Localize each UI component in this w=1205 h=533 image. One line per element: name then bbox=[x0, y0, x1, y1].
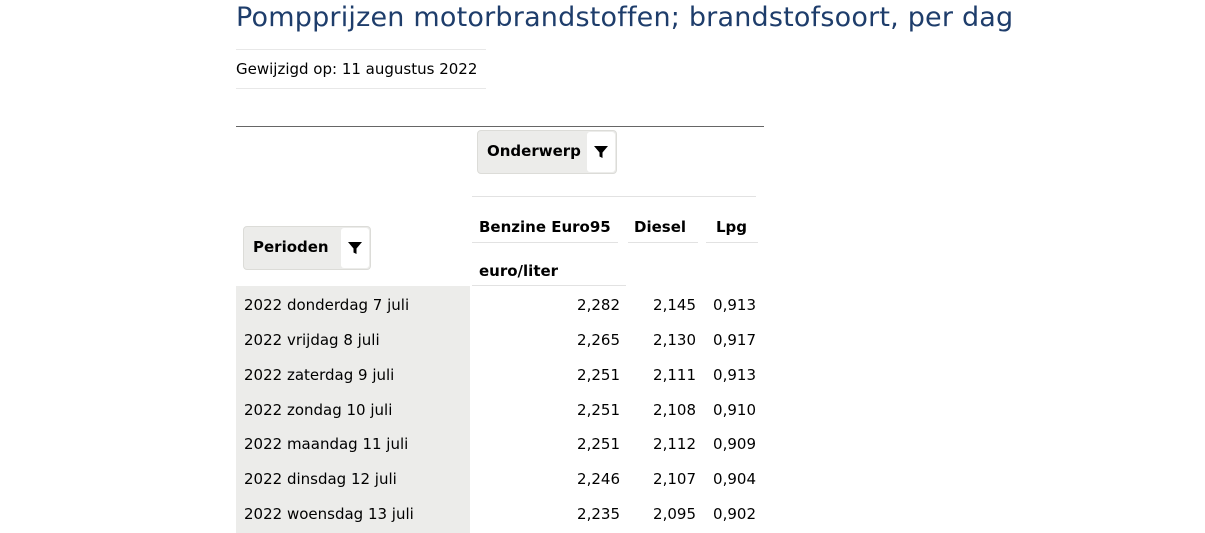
table-top-divider bbox=[236, 126, 764, 127]
row-period: 2022 maandag 11 juli bbox=[244, 435, 409, 453]
cell-benzine: 2,235 bbox=[577, 505, 620, 523]
row-period: 2022 dinsdag 12 juli bbox=[244, 470, 397, 488]
cell-lpg: 0,910 bbox=[713, 401, 756, 419]
cell-benzine: 2,251 bbox=[577, 401, 620, 419]
table-row: 2022 donderdag 7 juli 2,282 2,145 0,913 bbox=[236, 288, 764, 323]
row-period: 2022 zaterdag 9 juli bbox=[244, 366, 395, 384]
column-header-lpg: Lpg bbox=[716, 218, 748, 236]
cell-benzine: 2,251 bbox=[577, 435, 620, 453]
row-period: 2022 vrijdag 8 juli bbox=[244, 331, 380, 349]
cell-lpg: 0,913 bbox=[713, 296, 756, 314]
filter-icon[interactable] bbox=[340, 228, 369, 268]
table-row: 2022 dinsdag 12 juli 2,246 2,107 0,904 bbox=[236, 462, 764, 497]
cell-benzine: 2,265 bbox=[577, 331, 620, 349]
table-row: 2022 vrijdag 8 juli 2,265 2,130 0,917 bbox=[236, 323, 764, 358]
cell-lpg: 0,917 bbox=[713, 331, 756, 349]
onderwerp-label: Onderwerp bbox=[487, 142, 581, 160]
perioden-label: Perioden bbox=[253, 238, 329, 256]
unit-label: euro/liter bbox=[479, 262, 559, 280]
onderwerp-filter-button[interactable]: Onderwerp bbox=[477, 130, 617, 174]
row-period: 2022 donderdag 7 juli bbox=[244, 296, 410, 314]
column-header-underline bbox=[472, 242, 618, 243]
cell-diesel: 2,107 bbox=[653, 470, 696, 488]
table-row: 2022 woensdag 13 juli 2,235 2,095 0,902 bbox=[236, 497, 764, 532]
cell-lpg: 0,904 bbox=[713, 470, 756, 488]
row-period: 2022 zondag 10 juli bbox=[244, 401, 393, 419]
column-header-underline bbox=[628, 242, 698, 243]
table-row: 2022 zaterdag 9 juli 2,251 2,111 0,913 bbox=[236, 358, 764, 393]
cell-lpg: 0,909 bbox=[713, 435, 756, 453]
header-divider bbox=[472, 196, 756, 197]
cell-diesel: 2,095 bbox=[653, 505, 696, 523]
cell-benzine: 2,246 bbox=[577, 470, 620, 488]
table-row: 2022 maandag 11 juli 2,251 2,112 0,909 bbox=[236, 427, 764, 462]
filter-icon[interactable] bbox=[586, 132, 615, 172]
period-column-background bbox=[236, 286, 470, 533]
column-header-benzine: Benzine Euro95 bbox=[479, 218, 611, 236]
table-row: 2022 zondag 10 juli 2,251 2,108 0,910 bbox=[236, 393, 764, 428]
cell-benzine: 2,282 bbox=[577, 296, 620, 314]
perioden-filter-button[interactable]: Perioden bbox=[243, 226, 371, 270]
cell-diesel: 2,145 bbox=[653, 296, 696, 314]
page-title: Pompprijzen motorbrandstoffen; brandstof… bbox=[236, 2, 1014, 33]
cell-lpg: 0,902 bbox=[713, 505, 756, 523]
cell-benzine: 2,251 bbox=[577, 366, 620, 384]
cell-diesel: 2,130 bbox=[653, 331, 696, 349]
column-header-diesel: Diesel bbox=[634, 218, 687, 236]
row-period: 2022 woensdag 13 juli bbox=[244, 505, 414, 523]
column-header-underline bbox=[706, 242, 758, 243]
modified-date: Gewijzigd op: 11 augustus 2022 bbox=[236, 49, 486, 89]
cell-diesel: 2,108 bbox=[653, 401, 696, 419]
cell-diesel: 2,112 bbox=[653, 435, 696, 453]
cell-diesel: 2,111 bbox=[653, 366, 696, 384]
unit-underline bbox=[472, 285, 626, 286]
cell-lpg: 0,913 bbox=[713, 366, 756, 384]
